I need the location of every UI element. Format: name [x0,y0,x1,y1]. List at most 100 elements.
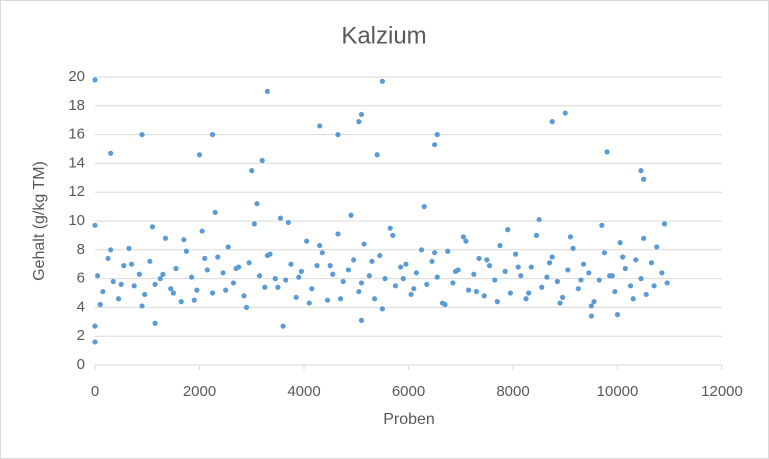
point [209,132,216,138]
point [317,242,323,249]
point [249,168,255,174]
point [578,277,584,283]
y-axis-label: Gehalt (g/kg TM) [31,161,48,281]
point [304,238,310,244]
point [411,286,417,292]
y-tick-label: 20 [68,68,85,85]
y-tick-label: 8 [77,241,85,258]
point [418,247,425,253]
point [264,88,271,94]
point [285,219,291,226]
point [408,291,414,298]
point [108,150,114,156]
point [633,257,639,263]
point [199,228,205,234]
point [361,241,367,247]
point [330,271,336,277]
point [432,250,438,256]
point [126,245,132,251]
point [259,157,265,164]
point [110,278,116,285]
chart-title: Kalzium [341,22,426,49]
point [554,278,561,285]
point [515,264,521,270]
point [450,280,456,286]
point [345,267,352,273]
point [181,237,187,243]
point [494,299,500,305]
x-tick-label: 2000 [183,383,216,400]
point [591,299,597,305]
point [481,293,487,299]
point [251,221,257,227]
point [502,268,508,274]
point [570,245,576,251]
point [507,290,513,296]
point [272,276,278,282]
point [622,265,628,272]
point [526,290,532,296]
point [162,235,169,241]
point [191,297,197,303]
point [463,238,469,244]
point [432,142,438,148]
point [643,291,649,298]
point [324,297,331,303]
point [306,300,312,306]
point [121,263,127,269]
point [317,123,323,129]
point [108,247,114,253]
point [429,258,435,264]
point [612,288,618,295]
point [369,258,375,264]
point [421,204,427,210]
point [403,261,409,267]
point [575,286,581,292]
point [212,209,218,215]
point [335,231,341,237]
point [620,254,626,260]
point [560,294,566,300]
point [546,260,553,266]
y-tick-label: 0 [77,356,85,373]
point [128,261,135,267]
point [220,270,226,276]
point [371,296,378,302]
point [609,273,615,279]
point [604,149,610,155]
y-tick-label: 4 [77,298,85,315]
y-tick-label: 16 [68,126,85,143]
point [549,119,555,125]
point [275,284,281,290]
point [549,254,555,260]
point [533,232,540,238]
point [580,261,587,267]
y-tick-label: 2 [77,327,85,344]
point [309,286,315,292]
point [168,286,174,292]
point [283,277,289,283]
point [335,132,341,138]
point [327,263,333,269]
point [243,304,250,310]
point [471,271,477,277]
point [424,281,430,287]
point [356,288,362,295]
point [567,234,574,240]
point [601,250,608,256]
point [288,261,294,267]
point [476,255,482,262]
x-tick-label: 0 [91,383,99,400]
point [486,263,493,269]
point [374,152,380,158]
point [557,300,563,306]
point [505,227,511,233]
point [492,277,498,283]
point [152,320,158,326]
x-tick-label: 12000 [701,383,743,400]
point [178,299,184,305]
point [654,244,660,250]
point [293,294,299,300]
point [356,119,362,125]
